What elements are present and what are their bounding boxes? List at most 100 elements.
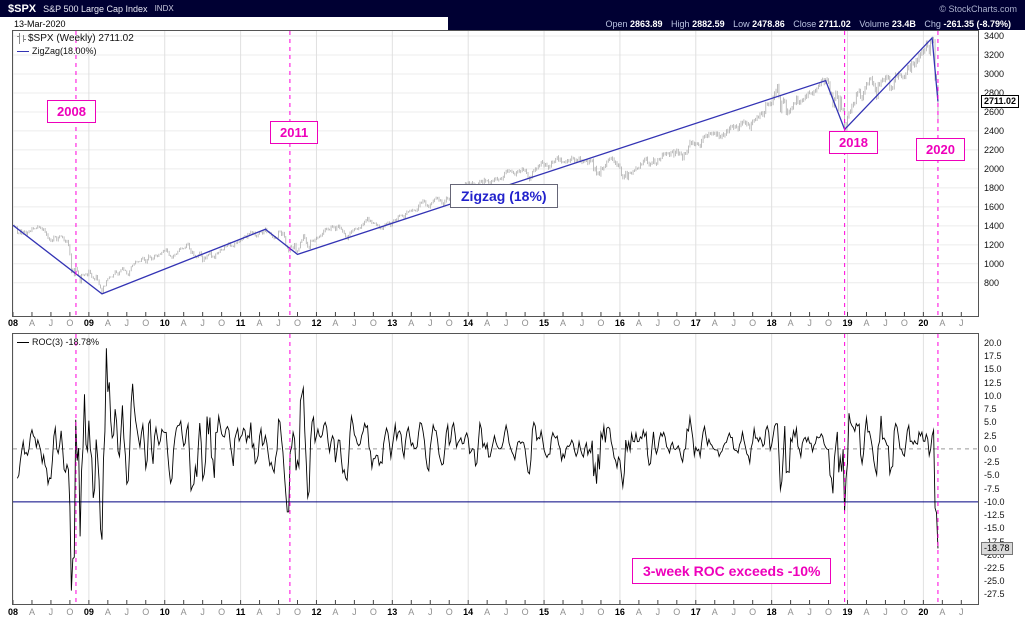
x-axis-label: J: [883, 318, 888, 328]
x-axis-label: J: [124, 607, 130, 617]
x-axis-label: A: [408, 318, 415, 328]
x-axis-label: 11: [235, 607, 246, 617]
x-axis-label: A: [484, 318, 491, 328]
x-axis-label: 10: [159, 318, 170, 328]
x-axis-label: O: [369, 607, 377, 617]
x-axis-label: O: [218, 318, 226, 328]
y-axis-label: 3400: [984, 31, 1005, 42]
close-label: Close: [793, 19, 817, 29]
quote-bar-background: [448, 17, 1025, 30]
annotation-2018: 2018: [829, 131, 878, 154]
x-axis-label: J: [959, 607, 964, 617]
x-axis-label: O: [597, 607, 605, 617]
x-axis-label: J: [48, 318, 54, 328]
x-axis-label: 16: [614, 607, 625, 617]
symbol: $SPX: [8, 2, 37, 15]
x-axis-label: O: [673, 318, 681, 328]
x-axis-label: J: [276, 318, 281, 328]
x-axis-label: A: [408, 607, 415, 617]
x-axis-label: A: [939, 607, 946, 617]
x-axis-label: J: [503, 318, 509, 328]
annotation-2020: 2020: [916, 138, 965, 161]
roc-legend: ROC(3) -18.78%: [17, 337, 99, 347]
y-axis-label: -27.5: [984, 589, 1005, 600]
y-axis-label: 7.5: [984, 404, 997, 415]
x-axis-label: A: [28, 318, 35, 328]
volume-label: Volume: [859, 19, 890, 29]
open-label: Open: [605, 19, 628, 29]
symbol-name: S&P 500 Large Cap Index: [43, 3, 148, 14]
annotation-zigzag: Zigzag (18%): [450, 184, 558, 208]
x-axis-label: O: [66, 607, 74, 617]
x-axis-label: J: [731, 607, 736, 617]
last-price-tag: 2711.02: [981, 95, 1020, 109]
x-axis-label: O: [749, 318, 757, 328]
zigzag-legend-text: ZigZag(18.00%): [32, 46, 97, 56]
x-axis-label: A: [711, 318, 718, 328]
y-axis-label: -7.5: [984, 483, 1000, 494]
y-axis-label: 2200: [984, 144, 1005, 155]
x-axis-label: O: [521, 607, 529, 617]
x-axis-label: J: [352, 318, 357, 328]
x-axis-label: A: [332, 607, 339, 617]
x-axis-label: 11: [235, 318, 246, 328]
x-axis-label: A: [180, 607, 187, 617]
y-axis-label: 2.5: [984, 430, 997, 441]
chg-label: Chg: [924, 19, 941, 29]
high-label: High: [671, 19, 690, 29]
y-axis-label: 15.0: [984, 364, 1002, 375]
copyright-text: © StockCharts.com: [939, 3, 1017, 14]
x-axis-label: J: [655, 318, 661, 328]
x-axis-label: 08: [7, 607, 19, 617]
x-axis-label: J: [731, 318, 736, 328]
annotation-2011: 2011: [270, 121, 319, 144]
x-axis-label: O: [749, 607, 757, 617]
x-axis-label: O: [445, 607, 453, 617]
x-axis-label: J: [579, 607, 585, 617]
x-axis-label: A: [256, 318, 263, 328]
y-axis-label: 1600: [984, 201, 1005, 212]
y-axis-label: -2.5: [984, 457, 1000, 468]
x-axis-label: O: [521, 318, 529, 328]
y-axis-label: 3200: [984, 50, 1005, 60]
price-legend-text: $SPX (Weekly) 2711.02: [28, 33, 134, 45]
price-chart-canvas[interactable]: [13, 31, 978, 316]
x-axis-label: A: [104, 318, 111, 328]
x-axis-label: O: [142, 318, 150, 328]
y-axis-label: -5.0: [984, 470, 1000, 481]
x-axis-label: A: [180, 318, 187, 328]
x-axis-label: J: [352, 607, 357, 617]
x-axis-label: J: [807, 318, 812, 328]
x-axis-label: A: [863, 607, 870, 617]
x-axis-label: 20: [918, 607, 929, 617]
x-axis-label: 16: [614, 318, 625, 328]
x-axis-label: 17: [690, 607, 701, 617]
chart-date: 13-Mar-2020: [14, 19, 66, 29]
x-axis-label: J: [503, 607, 509, 617]
y-axis-label: 2800: [984, 87, 1005, 98]
zigzag-line-swatch: [17, 51, 29, 53]
x-axis-label: O: [825, 607, 833, 617]
low-value: 2478.86: [752, 19, 785, 29]
x-axis-label: O: [825, 318, 833, 328]
x-axis-label: J: [959, 318, 964, 328]
x-axis-label: O: [293, 318, 301, 328]
x-axis-label: A: [484, 607, 491, 617]
header-bar: $SPX S&P 500 Large Cap Index INDX © Stoc…: [0, 0, 1025, 17]
y-axis-label: 1200: [984, 239, 1005, 250]
x-axis-label: 09: [83, 318, 94, 328]
y-axis-label: 0.0: [984, 443, 997, 454]
x-axis-mid: 08 A J O 09 A J O 10 A J O 11 A J O 12 A J O 13 A J O 14 A J O 15 A J O…: [0, 317, 1025, 330]
x-axis-label: A: [939, 318, 946, 328]
x-axis-label: J: [428, 318, 433, 328]
roc-chart-canvas[interactable]: [13, 334, 978, 604]
x-axis-label: 14: [463, 607, 474, 617]
y-axis-label: 1800: [984, 182, 1005, 193]
annotation-2008: 2008: [47, 100, 96, 123]
x-axis-label: O: [218, 607, 226, 617]
x-axis-label: 08: [7, 318, 19, 328]
x-axis-label: J: [200, 607, 205, 617]
x-axis-label: 13: [387, 318, 398, 328]
x-axis-label: A: [28, 607, 35, 617]
